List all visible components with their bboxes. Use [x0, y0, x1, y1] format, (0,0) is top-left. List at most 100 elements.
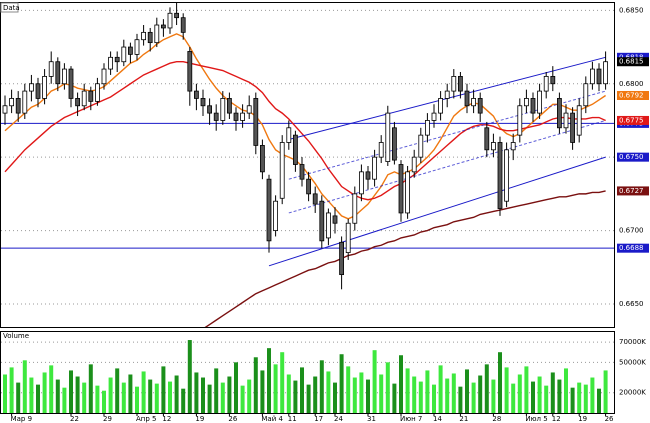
volume-bar — [346, 366, 351, 413]
chart-title: Data — [3, 4, 20, 12]
candle-body — [253, 98, 259, 146]
volume-bar — [557, 379, 562, 413]
volume-title: Volume — [3, 332, 29, 340]
x-tick-label: 17 — [314, 415, 323, 423]
candle-body — [471, 98, 477, 107]
volume-bar — [135, 386, 139, 413]
volume-bar — [550, 372, 555, 413]
trend-label: 0.6750 — [619, 153, 644, 161]
volume-bar — [498, 352, 502, 413]
candle-body — [108, 56, 113, 70]
volume-bar — [82, 382, 87, 413]
candle-body — [200, 98, 206, 107]
candle-body — [220, 98, 226, 121]
candle-body — [385, 112, 391, 162]
candle-body — [391, 127, 397, 161]
x-tick-label: 14 — [433, 415, 442, 423]
candle-body — [438, 98, 444, 114]
volume-bar — [432, 384, 436, 413]
candle-body — [48, 61, 54, 77]
ma-label-box — [617, 90, 649, 100]
volume-bar — [445, 378, 450, 413]
candle-body — [537, 90, 542, 114]
candle-body — [134, 39, 140, 55]
candle-body — [378, 142, 384, 158]
candle-body — [154, 24, 160, 44]
x-tick-label: 19 — [195, 415, 204, 423]
candle-body — [477, 98, 483, 114]
candle-body — [286, 127, 292, 143]
volume-bar — [478, 375, 483, 413]
ma-label-box — [617, 115, 649, 125]
volume-bar — [55, 379, 60, 413]
ma-label-box — [617, 186, 649, 196]
volume-bar — [253, 357, 258, 413]
level-label: 0.6688 — [619, 244, 644, 252]
volume-bar — [597, 388, 601, 413]
candle-body — [405, 171, 411, 214]
volume-bar — [451, 373, 456, 413]
volume-bar — [491, 379, 496, 413]
candle-body — [550, 76, 556, 85]
x-tick-label: Апр 5 — [136, 415, 157, 423]
volume-bar — [405, 368, 410, 413]
candle-body — [160, 24, 166, 29]
candle-body — [345, 222, 351, 253]
volume-bar — [590, 377, 595, 413]
candle-body — [358, 171, 364, 195]
ma-label: 0.6775 — [619, 116, 644, 124]
candle-body — [114, 56, 120, 63]
volume-bar — [465, 369, 469, 413]
candle-body — [510, 142, 516, 151]
volume-bar — [121, 382, 126, 413]
volume-bar — [511, 383, 516, 413]
volume-bar — [484, 364, 489, 413]
volume-bar — [201, 377, 205, 413]
candle-body — [55, 61, 61, 85]
candle-body — [207, 105, 213, 114]
volume-bar — [234, 362, 238, 413]
candle-body — [411, 156, 417, 173]
price-plot — [1, 2, 614, 327]
volume-bar — [504, 367, 509, 413]
x-tick-label: Июл 5 — [525, 415, 547, 423]
candle-body — [95, 83, 100, 102]
candle-body — [325, 212, 331, 239]
volume-bar — [412, 376, 417, 413]
candle-body — [292, 134, 298, 165]
volume-bar — [69, 370, 73, 413]
trend-label-box — [617, 152, 649, 162]
y-tick-label: 0.6650 — [619, 300, 644, 308]
volume-bar — [88, 364, 93, 413]
candle-body — [543, 76, 549, 92]
candle-body — [2, 105, 8, 114]
candle-body — [259, 145, 265, 173]
x-tick-label: 21 — [459, 415, 468, 423]
volume-bar — [280, 352, 285, 413]
candle-body — [233, 112, 239, 121]
volume-bar — [531, 381, 535, 413]
volume-bar — [425, 370, 430, 413]
y-tick-label: 0.6700 — [619, 227, 644, 235]
candle-body — [127, 46, 133, 55]
candle-body — [418, 134, 424, 158]
volume-bar — [75, 376, 80, 413]
candle-body — [398, 164, 404, 214]
trend-line — [268, 156, 606, 267]
candle-body — [68, 68, 74, 99]
candle-body — [28, 83, 34, 92]
volume-bar — [326, 371, 331, 413]
candle-body — [22, 90, 28, 114]
volume-bar — [366, 379, 370, 413]
candle-body — [174, 12, 180, 19]
volume-bar — [300, 367, 304, 413]
candle-body — [563, 112, 569, 129]
volume-bar — [108, 377, 113, 413]
candle-body — [570, 112, 575, 143]
volume-bar — [3, 374, 7, 413]
volume-bar — [181, 388, 186, 413]
candle-body — [266, 178, 272, 242]
volume-bar — [49, 365, 54, 413]
candle-body — [246, 105, 252, 114]
volume-bar — [214, 368, 219, 413]
